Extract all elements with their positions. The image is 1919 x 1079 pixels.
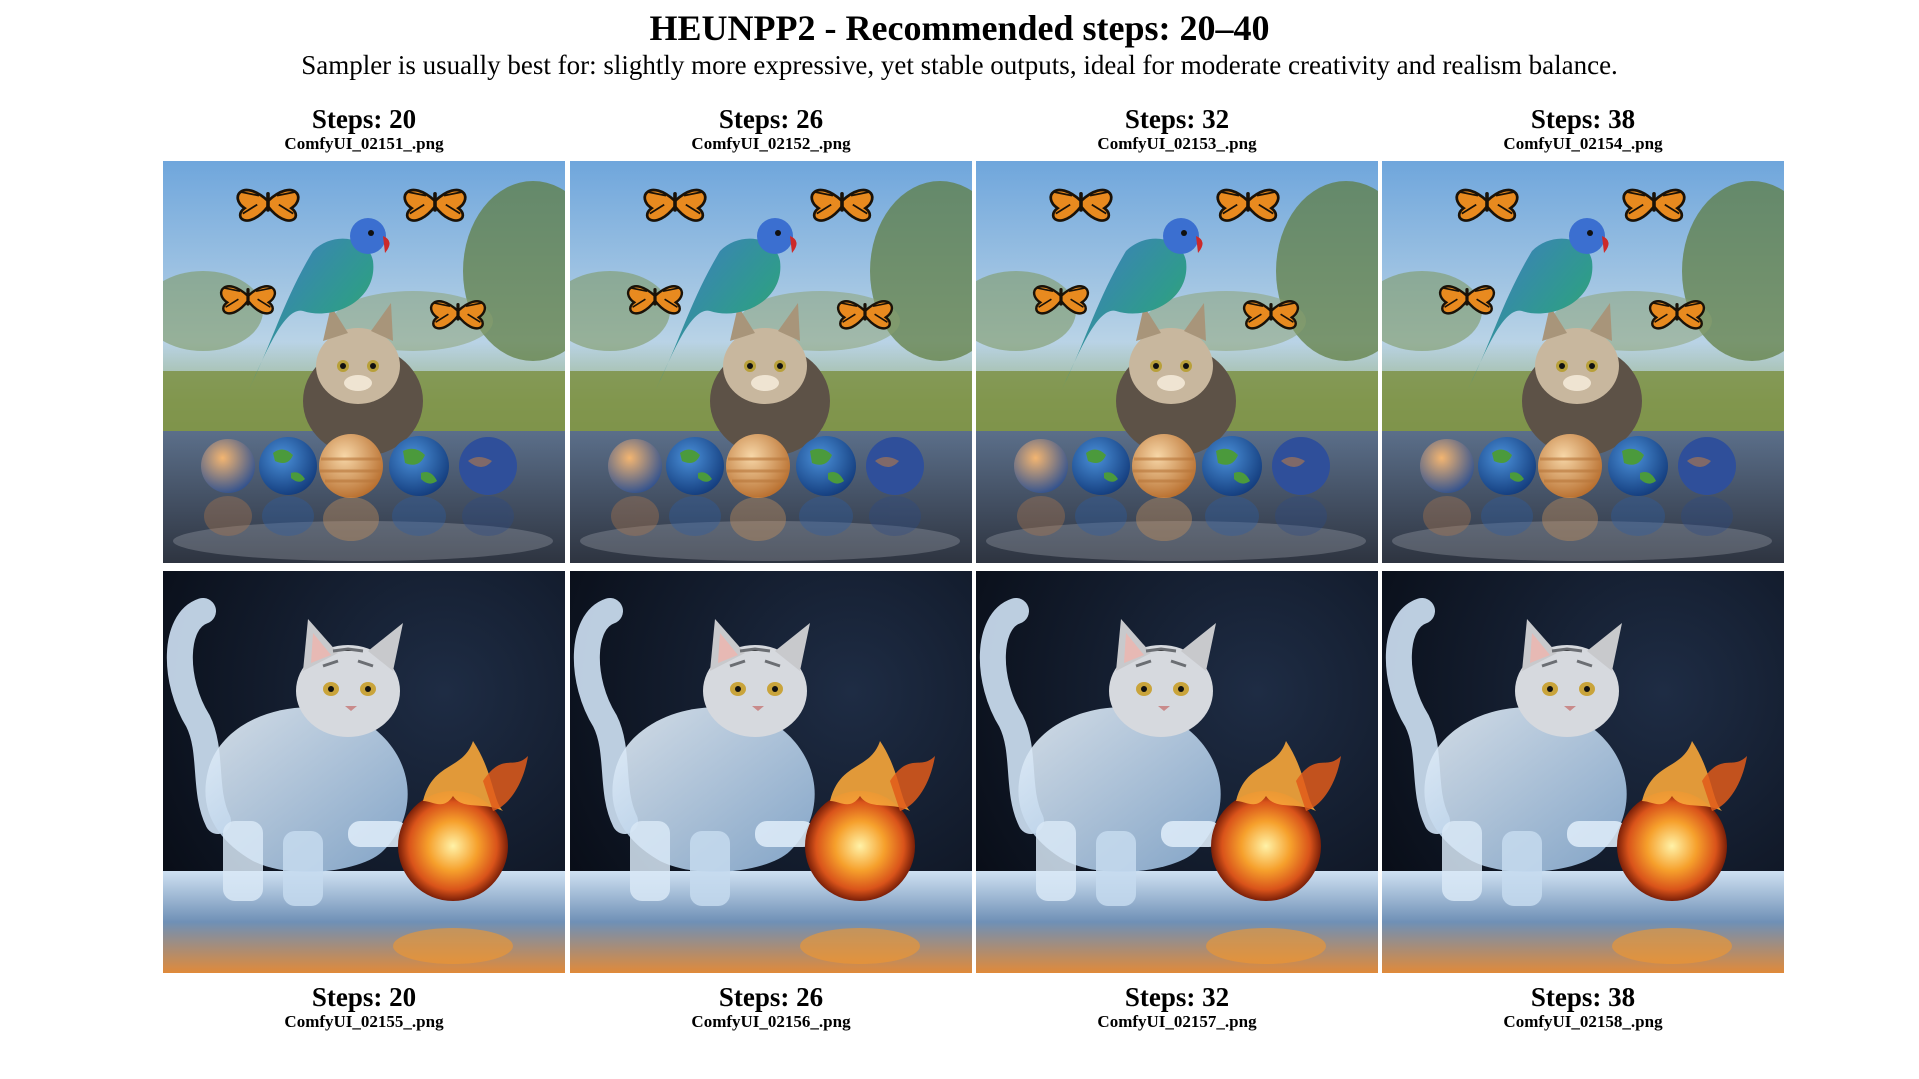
image-bottom-2 xyxy=(570,571,972,973)
filename-label: ComfyUI_02155_.png xyxy=(284,1012,444,1031)
steps-label: Steps: 20 xyxy=(311,982,417,1012)
filename-label: ComfyUI_02153_.png xyxy=(1097,134,1257,153)
header: HEUNPP2 - Recommended steps: 20–40 Sampl… xyxy=(0,6,1919,80)
image-bottom-4 xyxy=(1382,571,1784,973)
top-caption-3: Steps: 32 ComfyUI_02153_.png xyxy=(976,104,1378,154)
image-top-4 xyxy=(1382,161,1784,563)
top-caption-2: Steps: 26 ComfyUI_02152_.png xyxy=(570,104,972,154)
steps-label: Steps: 20 xyxy=(311,104,417,134)
top-caption-4: Steps: 38 ComfyUI_02154_.png xyxy=(1382,104,1784,154)
image-top-3 xyxy=(976,161,1378,563)
image-bottom-3 xyxy=(976,571,1378,973)
image-top-1 xyxy=(163,161,565,563)
steps-label: Steps: 38 xyxy=(1530,982,1636,1012)
image-bottom-1 xyxy=(163,571,565,973)
page-subtitle: Sampler is usually best for: slightly mo… xyxy=(301,50,1618,80)
steps-label: Steps: 26 xyxy=(718,982,824,1012)
bottom-caption-3: Steps: 32 ComfyUI_02157_.png xyxy=(976,982,1378,1032)
bottom-caption-1: Steps: 20 ComfyUI_02155_.png xyxy=(163,982,565,1032)
filename-label: ComfyUI_02157_.png xyxy=(1097,1012,1257,1031)
filename-label: ComfyUI_02151_.png xyxy=(284,134,444,153)
bottom-caption-2: Steps: 26 ComfyUI_02156_.png xyxy=(570,982,972,1032)
filename-label: ComfyUI_02158_.png xyxy=(1503,1012,1663,1031)
steps-label: Steps: 26 xyxy=(718,104,824,134)
bottom-caption-4: Steps: 38 ComfyUI_02158_.png xyxy=(1382,982,1784,1032)
page-title: HEUNPP2 - Recommended steps: 20–40 xyxy=(649,8,1270,48)
filename-label: ComfyUI_02154_.png xyxy=(1503,134,1663,153)
steps-label: Steps: 32 xyxy=(1124,982,1230,1012)
filename-label: ComfyUI_02152_.png xyxy=(691,134,851,153)
top-caption-1: Steps: 20 ComfyUI_02151_.png xyxy=(163,104,565,154)
steps-label: Steps: 32 xyxy=(1124,104,1230,134)
steps-label: Steps: 38 xyxy=(1530,104,1636,134)
image-top-2 xyxy=(570,161,972,563)
filename-label: ComfyUI_02156_.png xyxy=(691,1012,851,1031)
